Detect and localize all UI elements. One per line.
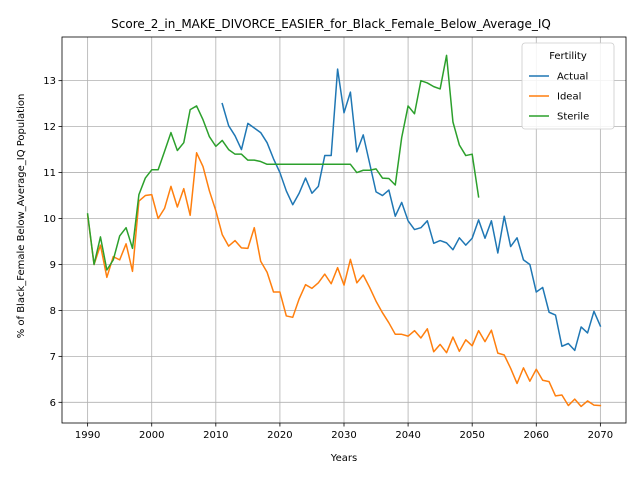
x-tick-label: 2030	[331, 430, 356, 441]
x-tick-label: 2010	[203, 430, 228, 441]
chart-title: Score_2_in_MAKE_DIVORCE_EASIER_for_Black…	[111, 17, 551, 31]
x-tick-label: 2070	[588, 430, 613, 441]
y-tick-label: 9	[50, 260, 56, 271]
series-line-actual	[221, 68, 602, 352]
legend: Fertility Actual Ideal Sterile	[521, 42, 615, 130]
legend-box	[521, 42, 615, 130]
y-tick-label: 8	[50, 306, 56, 317]
y-axis: 6 7 8 9 10 11 12 13	[43, 76, 62, 409]
x-tick-label: 2020	[267, 430, 292, 441]
x-tick-label: 2060	[524, 430, 549, 441]
legend-label-actual: Actual	[557, 72, 588, 83]
y-tick-label: 7	[50, 352, 56, 363]
x-tick-label: 2050	[459, 430, 484, 441]
y-tick-label: 10	[43, 214, 56, 225]
y-tick-label: 12	[43, 122, 56, 133]
x-axis: 1990 2000 2010 2020 2030 2040 2050 2060 2070	[75, 423, 613, 441]
x-tick-label: 2000	[139, 430, 164, 441]
legend-label-sterile: Sterile	[557, 112, 589, 123]
series-lines	[86, 54, 602, 408]
y-tick-label: 11	[43, 168, 56, 179]
y-tick-label: 13	[43, 76, 56, 87]
legend-title: Fertility	[549, 51, 587, 62]
legend-label-ideal: Ideal	[557, 92, 581, 103]
y-tick-label: 6	[50, 398, 56, 409]
x-axis-label: Years	[330, 453, 357, 464]
x-tick-label: 1990	[75, 430, 100, 441]
series-line-ideal	[86, 152, 602, 408]
series-line-sterile	[86, 54, 480, 271]
legend-items: Actual Ideal Sterile	[529, 72, 589, 123]
x-tick-label: 2040	[395, 430, 420, 441]
y-axis-label: % of Black_Female Below_Average_IQ Popul…	[16, 94, 27, 339]
